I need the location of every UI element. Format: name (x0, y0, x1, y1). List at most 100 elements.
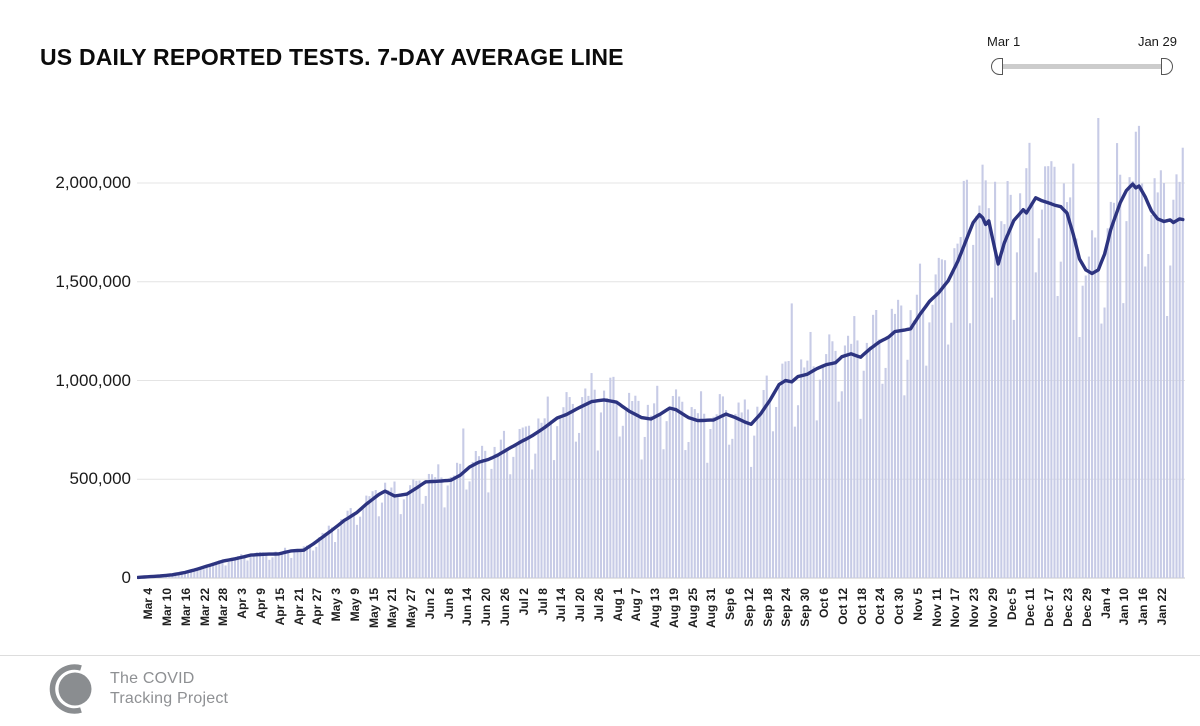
y-tick-label: 1,500,000 (55, 271, 131, 291)
tests-chart: 2,000,000 1,500,000 1,000,000 500,000 0 Mar … (0, 110, 1200, 655)
daily-tests-bar (1047, 166, 1050, 578)
daily-tests-bar (587, 395, 590, 578)
daily-tests-bar (499, 439, 502, 578)
daily-tests-bar (490, 468, 493, 578)
daily-tests-bar (352, 515, 355, 578)
daily-tests-bar (246, 560, 249, 578)
daily-tests-bar (368, 496, 371, 578)
daily-tests-bar (943, 260, 947, 578)
daily-tests-bar (405, 494, 409, 578)
daily-tests-bar (740, 412, 743, 578)
daily-tests-bar (1012, 319, 1015, 578)
daily-tests-bar (1050, 161, 1053, 578)
daily-tests-bar (862, 370, 865, 578)
daily-tests-bar (872, 314, 875, 578)
daily-tests-bar (177, 573, 180, 578)
slider-handle-end[interactable] (1161, 58, 1173, 75)
x-tick-label: Aug 7 (629, 588, 644, 622)
daily-tests-bar (180, 574, 183, 578)
daily-tests-bar (596, 450, 599, 578)
daily-tests-bar (634, 395, 637, 578)
daily-tests-bar (349, 508, 352, 578)
daily-tests-bar (227, 561, 230, 578)
daily-tests-bar (853, 316, 856, 578)
daily-tests-bar (355, 524, 359, 578)
daily-tests-bar (1150, 214, 1153, 578)
daily-tests-bar (1019, 193, 1022, 578)
x-tick-label: Jan 22 (1154, 588, 1169, 626)
x-tick-label: Sep 6 (723, 588, 738, 621)
daily-tests-bar (277, 552, 280, 578)
daily-tests-bar (915, 294, 918, 578)
daily-tests-bar (384, 482, 387, 578)
x-tick-label: Dec 5 (1004, 588, 1019, 621)
seven-day-average-line (137, 182, 1185, 580)
x-tick-label: May 21 (385, 588, 400, 629)
daily-tests-bar (662, 449, 665, 578)
daily-tests-bar (324, 533, 327, 578)
daily-tests-bar (1116, 143, 1119, 578)
date-range-slider[interactable]: Mar 1 Jan 29 (985, 34, 1179, 80)
daily-tests-bar (775, 406, 778, 578)
daily-tests-bar (274, 551, 277, 578)
daily-tests-bar (1159, 170, 1162, 578)
daily-tests-bar (1169, 265, 1172, 578)
x-tick-label: Dec 29 (1079, 588, 1094, 627)
daily-tests-bar (377, 516, 380, 578)
y-tick-label: 500,000 (69, 469, 131, 489)
daily-tests-bar (1059, 261, 1062, 578)
x-tick-label: Oct 24 (873, 588, 888, 625)
slider-start-label: Mar 1 (987, 34, 1021, 49)
daily-tests-bar (922, 308, 925, 578)
daily-tests-bar (578, 432, 581, 578)
daily-tests-bar (721, 396, 724, 578)
daily-tests-bar (562, 407, 565, 578)
daily-tests-bar (255, 552, 258, 578)
x-tick-label: Mar 16 (178, 588, 193, 627)
daily-tests-bar (1156, 192, 1159, 578)
daily-tests-bar (953, 248, 956, 578)
daily-tests-bar (1094, 237, 1097, 578)
daily-tests-bar (778, 387, 781, 578)
x-tick-label: Dec 17 (1042, 588, 1057, 627)
daily-tests-bar (1131, 181, 1134, 578)
daily-tests-bar (718, 394, 721, 578)
logo-circle (58, 672, 92, 706)
footer-divider (0, 655, 1200, 656)
daily-tests-bar (299, 548, 302, 578)
daily-tests-bar (1097, 118, 1100, 578)
daily-tests-bar (925, 365, 928, 578)
daily-tests-bar (418, 480, 421, 578)
daily-tests-bar (1072, 163, 1075, 578)
daily-tests-bar (934, 274, 937, 578)
daily-tests-bar (534, 453, 537, 578)
daily-tests-bar (1144, 266, 1147, 578)
x-tick-label: May 27 (404, 588, 419, 629)
daily-tests-bar (465, 489, 468, 578)
daily-tests-bar (793, 426, 796, 578)
daily-tests-bar (1000, 221, 1003, 578)
slider-track[interactable] (995, 64, 1169, 69)
daily-tests-bar (527, 425, 531, 578)
slider-handle-start[interactable] (991, 58, 1003, 75)
daily-tests-bar (734, 413, 737, 578)
daily-tests-bar (628, 392, 631, 578)
daily-tests-bar (1031, 200, 1034, 578)
x-tick-label: Aug 25 (685, 588, 700, 629)
daily-tests-bar (1128, 177, 1131, 578)
x-tick-label: Apr 3 (235, 588, 250, 619)
daily-tests-bar (515, 445, 518, 578)
daily-tests-bar (831, 341, 834, 578)
daily-tests-bar (196, 568, 199, 578)
daily-tests-bar (452, 475, 455, 578)
x-tick-label: Apr 15 (272, 588, 287, 626)
x-tick-label: Nov 5 (910, 588, 925, 621)
daily-tests-bar (302, 546, 305, 578)
x-tick-label: Jun 26 (497, 588, 512, 627)
x-tick-label: Dec 11 (1023, 588, 1038, 627)
daily-tests-bar (847, 335, 850, 578)
daily-tests-bar (409, 485, 412, 578)
daily-tests-bar (1109, 201, 1112, 578)
daily-tests-bar (893, 313, 897, 578)
daily-tests-bar (1119, 174, 1122, 578)
